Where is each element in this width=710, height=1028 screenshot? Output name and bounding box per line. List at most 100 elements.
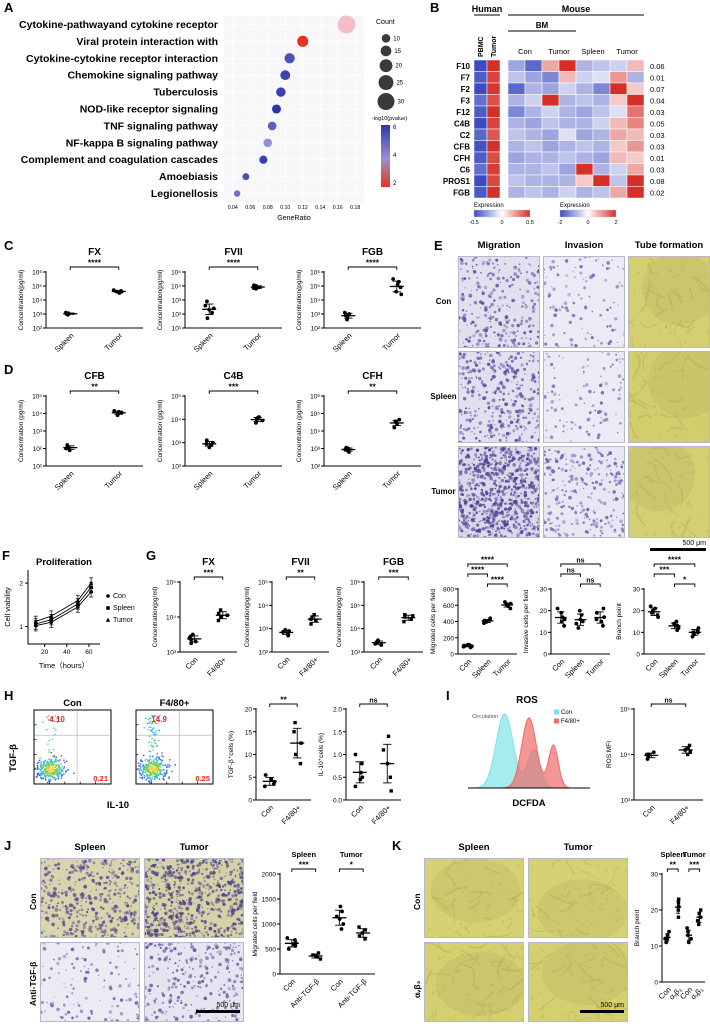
panel-a-pathway-dotplot: 0.04 0.06 0.08 0.10 0.12 0.14 0.16 0.18 Cytokine…: [2, 4, 426, 234]
e-row-label-tumor: Tumor: [431, 487, 456, 496]
svg-text:Viral protein interaction with: Viral protein interaction with: [76, 36, 218, 48]
svg-text:Concentration (pg/ml): Concentration (pg/ml): [18, 400, 25, 463]
svg-text:F4/80+: F4/80+: [297, 655, 320, 678]
svg-text:Cell viability: Cell viability: [3, 587, 12, 627]
svg-text:Time（hours）: Time（hours）: [39, 661, 89, 670]
svg-text:Tumor: Tumor: [491, 35, 498, 57]
svg-text:**: **: [280, 695, 287, 705]
svg-text:Spleen: Spleen: [113, 605, 135, 612]
panel-label-h: H: [4, 688, 14, 703]
svg-text:0.5: 0.5: [333, 775, 342, 782]
svg-text:10⁵: 10⁵: [620, 707, 630, 714]
panel-j-migrated-cells-plot: 0 500 1000 1500 2000 Migrated cells per field…: [250, 846, 378, 1026]
svg-text:0.14: 0.14: [315, 205, 325, 211]
svg-text:10⁵: 10⁵: [171, 394, 181, 401]
svg-text:0: 0: [543, 652, 547, 659]
panel-label-d: D: [4, 362, 14, 377]
e-row-label-spleen: Spleen: [430, 392, 457, 401]
svg-text:400: 400: [443, 619, 454, 626]
j-scale-bar-line: [196, 1010, 240, 1013]
panel-f-proliferation-chart: Proliferation 20 40 60 1 2 Cell viability Time（…: [2, 556, 144, 672]
svg-text:0.04: 0.04: [228, 205, 238, 211]
svg-text:ROS: ROS: [516, 695, 538, 706]
micro-spleen-tube: [628, 351, 710, 443]
k-col-header-tumor: Tumor: [563, 842, 593, 853]
svg-text:F4/80+: F4/80+: [391, 655, 414, 678]
svg-text:10¹: 10¹: [172, 326, 182, 333]
panel-g-invasive-cells-plot: 0 10 20 30 Invasive cells per field Con Spleen…: [521, 552, 613, 688]
svg-text:10⁵: 10⁵: [310, 411, 320, 418]
micro-tumor-invasion: [543, 446, 625, 538]
svg-text:Tumor: Tumor: [584, 657, 606, 679]
svg-text:F3: F3: [461, 97, 471, 106]
svg-text:FX: FX: [88, 247, 101, 258]
k-col-header-spleen: Spleen: [458, 842, 490, 853]
svg-text:Tuberculosis: Tuberculosis: [153, 87, 218, 99]
svg-text:BM: BM: [536, 21, 549, 30]
j-scale-bar-label: 500 μm: [216, 1002, 241, 1009]
panel-label-j: J: [4, 838, 12, 853]
panel-label-i: I: [446, 688, 450, 703]
micro-con-migration: [458, 256, 540, 348]
svg-text:4.10: 4.10: [49, 715, 65, 724]
svg-text:FX: FX: [202, 557, 215, 568]
svg-text:10⁴: 10⁴: [350, 626, 360, 633]
svg-text:40: 40: [63, 649, 71, 656]
svg-text:**: **: [369, 382, 376, 392]
svg-text:Spleen: Spleen: [192, 469, 215, 492]
svg-text:FGB: FGB: [383, 557, 404, 568]
svg-text:0.16: 0.16: [333, 205, 343, 211]
svg-text:10³: 10³: [33, 429, 43, 436]
svg-text:0: 0: [248, 798, 252, 805]
svg-text:F12: F12: [456, 108, 470, 117]
svg-text:0: 0: [450, 652, 454, 659]
svg-text:10²: 10²: [259, 650, 269, 657]
svg-text:ROS MFI: ROS MFI: [606, 741, 613, 768]
micro-con-tube: [628, 256, 710, 348]
svg-text:Con: Con: [63, 698, 82, 709]
svg-text:Con: Con: [259, 803, 275, 819]
svg-text:0.07: 0.07: [650, 85, 665, 94]
svg-text:10⁴: 10⁴: [310, 298, 320, 305]
svg-text:15: 15: [394, 49, 401, 55]
svg-text:Spleen: Spleen: [53, 469, 76, 492]
micro-avb3-tumor-tube: [528, 942, 628, 1022]
panel-d-c4b-plot: C4B 10² 10³ 10⁴ 10⁵ Concentration (pg/ml) Sple…: [155, 370, 285, 500]
e-col-header-migration: Migration: [477, 240, 521, 251]
svg-text:10⁵: 10⁵: [310, 284, 320, 291]
svg-text:10: 10: [393, 36, 400, 42]
svg-text:0.5: 0.5: [526, 220, 534, 226]
svg-text:Tumor: Tumor: [113, 617, 134, 624]
svg-text:C6: C6: [460, 166, 471, 175]
svg-text:NOD-like receptor signaling: NOD-like receptor signaling: [80, 104, 218, 116]
panel-i-ros-histogram: ROS DCFDA Circulation Con F4/80+: [456, 694, 598, 814]
svg-text:0.02: 0.02: [650, 189, 665, 198]
svg-text:Human: Human: [472, 4, 503, 14]
svg-text:DCFDA: DCFDA: [512, 798, 545, 809]
svg-text:10⁴: 10⁴: [32, 411, 42, 418]
svg-text:F10: F10: [456, 62, 470, 71]
svg-text:Concentration(pg/ml): Concentration(pg/ml): [157, 270, 164, 331]
svg-text:800: 800: [443, 587, 454, 594]
svg-text:Tumor: Tumor: [103, 469, 125, 491]
svg-text:Concentration (pg/ml): Concentration (pg/ml): [157, 400, 164, 463]
svg-text:PROS1: PROS1: [443, 177, 471, 186]
svg-text:****: ****: [227, 258, 241, 268]
svg-text:0.06: 0.06: [245, 205, 255, 211]
svg-text:10⁴: 10⁴: [171, 417, 181, 424]
svg-text:2: 2: [614, 220, 617, 226]
svg-text:0.25: 0.25: [195, 774, 210, 783]
svg-text:TGF-β⁺cells (%): TGF-β⁺cells (%): [228, 731, 235, 778]
j-row-label-con: Con: [28, 893, 38, 910]
svg-text:***: ***: [204, 568, 215, 578]
micro-con-spleen-migration: [40, 858, 140, 938]
svg-text:10³: 10³: [167, 650, 177, 657]
svg-text:***: ***: [229, 382, 240, 392]
svg-text:**: **: [91, 382, 98, 392]
panel-label-f: F: [2, 548, 10, 563]
svg-text:CFB: CFB: [84, 371, 105, 382]
svg-text:10⁴: 10⁴: [32, 298, 42, 305]
svg-text:Amoebiasis: Amoebiasis: [159, 171, 218, 183]
svg-text:Tumor: Tumor: [381, 331, 403, 353]
k-row-label-avb3: αᵥβ₃: [412, 980, 422, 998]
